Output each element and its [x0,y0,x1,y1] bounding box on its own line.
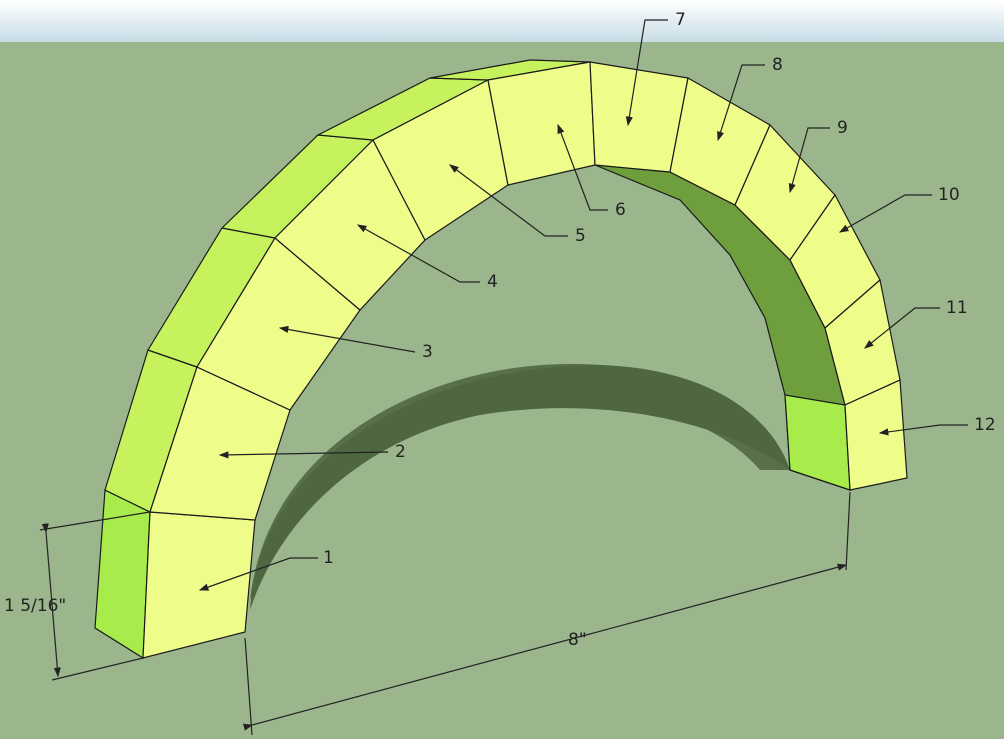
leaders [198,19,968,591]
block-label: 11 [946,298,968,318]
block-label: 2 [395,442,406,462]
leaders-part [878,424,968,436]
leaders-part [864,307,940,349]
dimensions-part [41,523,61,678]
leaders-part [788,127,830,194]
dimension-label: 8" [568,630,587,650]
block-label: 7 [675,10,686,30]
dimensions-part [845,491,851,571]
leaders-part [198,557,318,591]
leaders-part [557,123,608,211]
block-label: 9 [837,118,848,138]
leaders-part [278,325,416,353]
block-label: 10 [938,185,960,205]
dimensions-part [242,563,848,731]
arch [94,59,908,660]
block-label: 5 [575,226,586,246]
sky [0,0,1004,42]
block-label: 8 [772,55,783,75]
leaders-part [625,19,668,127]
arch-part [94,489,151,660]
dimension-label: 1 5/16" [4,596,66,616]
dimensions-part [51,657,144,681]
leaders-part [717,64,765,142]
leaders-part [449,164,568,237]
leaders-part [218,451,389,459]
block-label: 3 [422,342,433,362]
block-label: 1 [323,548,334,568]
arch-part [487,61,596,186]
leaders-part [356,224,480,283]
arch-part [844,379,908,491]
block-label: 4 [487,272,498,292]
block-label: 6 [615,200,626,220]
leaders-part [838,194,932,233]
dimensions [39,491,851,736]
shadow [250,365,790,610]
block-label: 12 [974,415,996,435]
